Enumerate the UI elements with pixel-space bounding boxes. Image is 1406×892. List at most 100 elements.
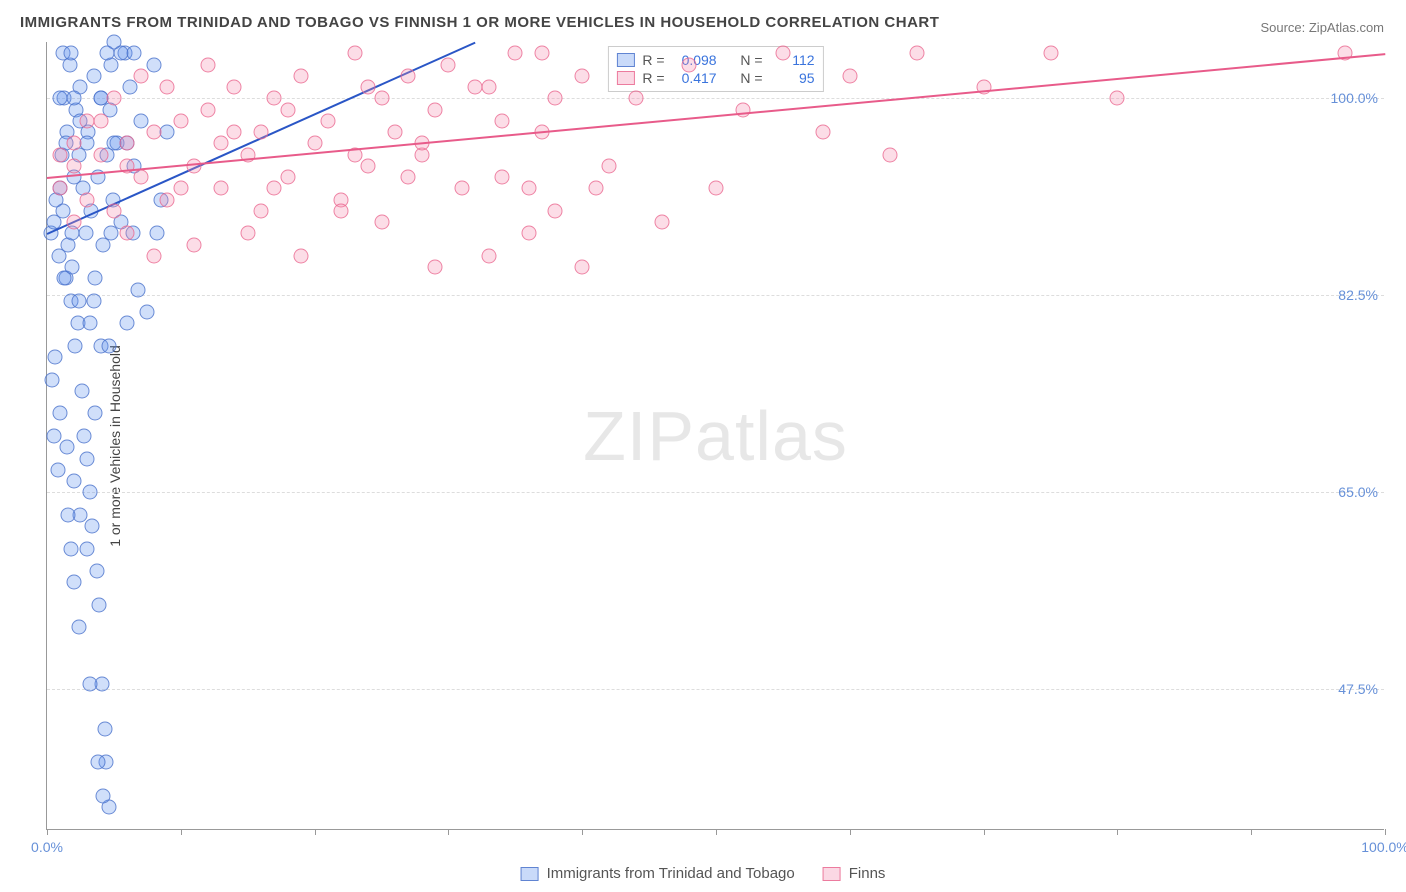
data-point <box>104 226 119 241</box>
data-point <box>280 102 295 117</box>
data-point <box>85 519 100 534</box>
data-point <box>80 192 95 207</box>
data-point <box>548 203 563 218</box>
data-point <box>147 57 162 72</box>
data-point <box>149 226 164 241</box>
data-point <box>60 440 75 455</box>
y-tick-label: 82.5% <box>1338 287 1378 303</box>
data-point <box>1110 91 1125 106</box>
data-point <box>82 676 97 691</box>
data-point <box>227 125 242 140</box>
gridline <box>47 98 1384 99</box>
data-point <box>280 170 295 185</box>
data-point <box>45 372 60 387</box>
data-point <box>548 91 563 106</box>
legend-swatch <box>616 71 634 85</box>
data-point <box>66 158 81 173</box>
data-point <box>682 57 697 72</box>
y-tick-label: 47.5% <box>1338 681 1378 697</box>
gridline <box>47 492 1384 493</box>
data-point <box>187 237 202 252</box>
data-point <box>320 113 335 128</box>
data-point <box>481 248 496 263</box>
data-point <box>50 462 65 477</box>
data-point <box>77 429 92 444</box>
data-point <box>428 260 443 275</box>
data-point <box>481 80 496 95</box>
data-point <box>428 102 443 117</box>
data-point <box>213 181 228 196</box>
stat-label-r: R = <box>642 70 664 86</box>
data-point <box>401 170 416 185</box>
data-point <box>147 125 162 140</box>
data-point <box>882 147 897 162</box>
data-point <box>267 181 282 196</box>
data-point <box>133 113 148 128</box>
x-tick-label: 0.0% <box>31 839 63 855</box>
data-point <box>655 215 670 230</box>
data-point <box>200 57 215 72</box>
data-point <box>97 721 112 736</box>
data-point <box>66 474 81 489</box>
data-point <box>46 429 61 444</box>
data-point <box>120 226 135 241</box>
data-point <box>133 68 148 83</box>
data-point <box>88 271 103 286</box>
data-point <box>816 125 831 140</box>
correlation-stats-box: R =0.098 N =112R =0.417 N =95 <box>607 46 823 92</box>
y-tick-label: 65.0% <box>1338 484 1378 500</box>
data-point <box>82 485 97 500</box>
source-attribution: Source: ZipAtlas.com <box>1260 20 1384 35</box>
data-point <box>160 125 175 140</box>
data-point <box>240 226 255 241</box>
x-tick <box>47 829 48 835</box>
data-point <box>126 46 141 61</box>
data-point <box>80 541 95 556</box>
data-point <box>53 181 68 196</box>
data-point <box>213 136 228 151</box>
data-point <box>120 316 135 331</box>
x-tick <box>716 829 717 835</box>
x-tick <box>1251 829 1252 835</box>
x-tick <box>1117 829 1118 835</box>
data-point <box>66 136 81 151</box>
data-point <box>80 136 95 151</box>
data-point <box>61 507 76 522</box>
data-point <box>909 46 924 61</box>
data-point <box>53 147 68 162</box>
data-point <box>267 91 282 106</box>
legend-swatch <box>521 867 539 881</box>
gridline <box>47 295 1384 296</box>
data-point <box>93 147 108 162</box>
watermark-zip: ZIP <box>583 397 695 475</box>
stat-label-n: N = <box>740 52 762 68</box>
legend-item: Finns <box>823 865 886 882</box>
data-point <box>775 46 790 61</box>
data-point <box>294 248 309 263</box>
data-point <box>334 203 349 218</box>
data-point <box>74 383 89 398</box>
data-point <box>90 755 105 770</box>
data-point <box>86 68 101 83</box>
data-point <box>101 338 116 353</box>
data-point <box>133 170 148 185</box>
data-point <box>140 305 155 320</box>
scatter-plot-area: ZIPatlas R =0.098 N =112R =0.417 N =95 4… <box>46 42 1384 830</box>
data-point <box>227 80 242 95</box>
data-point <box>387 125 402 140</box>
data-point <box>494 113 509 128</box>
data-point <box>66 91 81 106</box>
legend-swatch <box>616 53 634 67</box>
data-point <box>601 158 616 173</box>
stat-label-n: N = <box>740 70 762 86</box>
data-point <box>508 46 523 61</box>
x-tick <box>1385 829 1386 835</box>
data-point <box>57 271 72 286</box>
data-point <box>173 113 188 128</box>
data-point <box>575 68 590 83</box>
data-point <box>96 789 111 804</box>
data-point <box>72 293 87 308</box>
x-tick <box>984 829 985 835</box>
data-point <box>494 170 509 185</box>
data-point <box>842 68 857 83</box>
